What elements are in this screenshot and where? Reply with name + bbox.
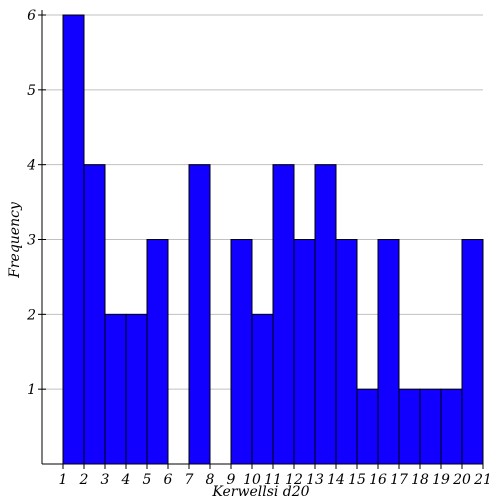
- bar-19-20: [440, 388, 463, 465]
- x-tick-label-8: 8: [206, 472, 215, 488]
- x-tick-label-3: 3: [101, 472, 110, 488]
- x-tick-label-4: 4: [121, 472, 131, 488]
- x-tick-label-9: 9: [227, 472, 236, 488]
- bar-3-4: [104, 313, 127, 465]
- bar-15-16: [356, 388, 379, 465]
- bar-10-11: [251, 313, 274, 465]
- x-tick-label-14: 14: [327, 472, 345, 488]
- bar-12-13: [293, 239, 316, 465]
- y-tick-label-4: 4: [26, 158, 36, 174]
- x-tick-label-15: 15: [348, 472, 366, 488]
- x-tick-label-6: 6: [164, 472, 173, 488]
- bar-17-18: [398, 388, 421, 465]
- x-tick-label-18: 18: [411, 472, 429, 488]
- bar-11-12: [272, 164, 295, 465]
- y-tick-label-3: 3: [27, 233, 36, 249]
- x-tick-label-2: 2: [79, 472, 89, 488]
- axes: [38, 10, 484, 469]
- x-tick-label-17: 17: [390, 472, 408, 488]
- y-tick-label-6: 6: [27, 8, 36, 24]
- bar-16-17: [377, 239, 400, 465]
- bar-2-3: [83, 164, 106, 465]
- x-tick-label-19: 19: [432, 472, 450, 488]
- y-tick-label-2: 2: [26, 307, 36, 323]
- x-tick-label-5: 5: [143, 472, 152, 488]
- x-tick-label-20: 20: [452, 472, 471, 488]
- bar-5-6: [146, 239, 169, 465]
- bar-20-21: [461, 239, 484, 465]
- bar-1-2: [62, 14, 85, 465]
- x-tick-label-10: 10: [243, 472, 261, 488]
- bar-7-8: [188, 164, 211, 465]
- y-tick-label-1: 1: [27, 382, 36, 398]
- bar-18-19: [419, 388, 442, 465]
- bar-4-5: [125, 313, 148, 465]
- x-tick-label-1: 1: [59, 472, 68, 488]
- x-tick-label-7: 7: [185, 472, 194, 488]
- y-tick-label-5: 5: [27, 83, 36, 99]
- x-axis-title: Kerwellsi d20: [211, 484, 309, 500]
- x-tick-label-16: 16: [369, 472, 387, 488]
- bar-13-14: [314, 164, 337, 465]
- x-tick-label-12: 12: [285, 472, 303, 488]
- bar-9-10: [230, 239, 253, 465]
- x-tick-label-13: 13: [306, 472, 324, 488]
- y-axis-title: Frequency: [7, 201, 23, 279]
- x-tick-label-21: 21: [473, 472, 492, 488]
- bar-14-15: [335, 239, 358, 465]
- x-tick-label-11: 11: [264, 472, 282, 488]
